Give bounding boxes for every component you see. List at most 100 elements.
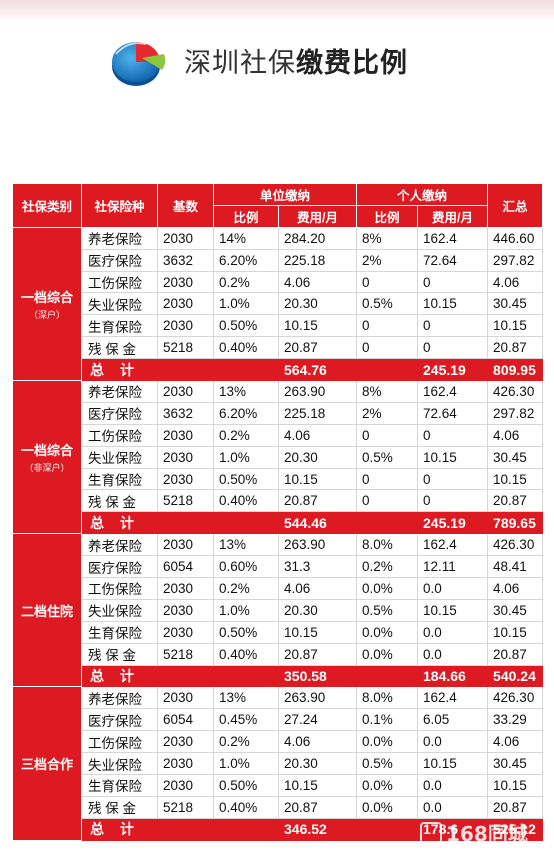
emp-fee-cell: 225.18: [277, 401, 358, 425]
insurance-kind-cell: 医疗保险: [81, 708, 158, 732]
table-row: 失业保险 2030 1.0% 20.30 0.5% 10.15 30.45: [13, 752, 544, 776]
total-empty-cell: [157, 664, 214, 688]
header-kind: 社保险种: [81, 183, 158, 228]
base-cell: 2030: [157, 445, 214, 469]
page-title-light: 深圳社保: [184, 47, 296, 79]
table-row: 生育保险 2030 0.50% 10.15 0 0 10.15: [13, 314, 544, 338]
sum-cell: 4.06: [487, 423, 544, 447]
total-empty-cell: [356, 358, 419, 382]
table-row: 残 保 金 5218 0.40% 20.87 0 0 20.87: [13, 489, 544, 513]
table-row: 失业保险 2030 1.0% 20.30 0.5% 10.15 30.45: [13, 598, 544, 622]
per-fee-cell: 10.15: [417, 752, 489, 776]
table-body: 一档综合 （深户） 养老保险 2030 14% 284.20 8% 162.4 446.60 医疗…: [12, 226, 544, 841]
table-row: 医疗保险 3632 6.20% 225.18 2% 72.64 297.82: [13, 401, 544, 425]
per-fee-cell: 0: [417, 489, 489, 513]
per-fee-cell: 72.64: [417, 248, 489, 272]
insurance-kind-cell: 生育保险: [81, 314, 158, 338]
per-fee-cell: 0.0: [417, 620, 489, 644]
category-name: 二档住院: [20, 603, 73, 619]
base-cell: 2030: [157, 577, 214, 600]
emp-ratio-cell: 0.2%: [213, 577, 279, 600]
total-sum-cell: 525.12: [487, 817, 544, 841]
emp-fee-cell: 4.06: [277, 730, 358, 754]
emp-ratio-cell: 0.2%: [213, 423, 279, 447]
total-sum-cell: 540.24: [487, 664, 544, 688]
per-ratio-cell: 0.5%: [356, 598, 419, 622]
per-fee-cell: 72.64: [417, 401, 489, 425]
emp-ratio-cell: 1.0%: [213, 292, 279, 316]
emp-fee-cell: 20.87: [277, 336, 358, 360]
base-cell: 2030: [157, 730, 214, 754]
emp-fee-cell: 263.90: [277, 686, 358, 710]
emp-ratio-cell: 0.45%: [213, 708, 279, 732]
category-cell: 三档合作: [12, 686, 82, 841]
sum-cell: 426.30: [487, 380, 544, 403]
per-ratio-cell: 0.1%: [356, 708, 419, 732]
per-fee-cell: 10.15: [417, 292, 489, 316]
insurance-kind-cell: 生育保险: [81, 620, 158, 644]
emp-ratio-cell: 0.40%: [213, 795, 279, 819]
base-cell: 2030: [157, 467, 214, 491]
total-row: 总 计 346.52 178.6 525.12: [13, 817, 544, 841]
total-label-cell: 总 计: [81, 664, 158, 688]
emp-ratio-cell: 13%: [213, 686, 279, 710]
insurance-kind-cell: 养老保险: [81, 533, 158, 557]
per-fee-cell: 12.11: [417, 555, 489, 579]
emp-ratio-cell: 6.20%: [213, 248, 279, 272]
total-personal-fee-cell: 184.66: [417, 664, 489, 688]
per-ratio-cell: 8%: [356, 226, 419, 250]
table-row: 工伤保险 2030 0.2% 4.06 0.0% 0.0 4.06: [13, 730, 544, 754]
base-cell: 2030: [157, 270, 214, 294]
total-row: 总 计 350.58 184.66 540.24: [13, 664, 544, 688]
emp-fee-cell: 263.90: [277, 533, 358, 557]
sum-cell: 4.06: [487, 270, 544, 294]
total-employer-fee-cell: 346.52: [277, 817, 358, 841]
per-fee-cell: 162.4: [417, 226, 489, 250]
total-sum-cell: 809.95: [487, 358, 544, 382]
emp-fee-cell: 20.87: [277, 642, 358, 666]
table-row: 医疗保险 6054 0.60% 31.3 0.2% 12.11 48.41: [13, 555, 544, 579]
emp-fee-cell: 284.20: [277, 226, 358, 250]
base-cell: 2030: [157, 620, 214, 644]
emp-ratio-cell: 0.2%: [213, 270, 279, 294]
insurance-kind-cell: 养老保险: [81, 686, 158, 710]
emp-ratio-cell: 0.40%: [213, 489, 279, 513]
table-row: 医疗保险 6054 0.45% 27.24 0.1% 6.05 33.29: [13, 708, 544, 732]
per-ratio-cell: 2%: [356, 248, 419, 272]
base-cell: 2030: [157, 226, 214, 250]
per-fee-cell: 0: [417, 336, 489, 360]
sum-cell: 48.41: [487, 555, 544, 579]
per-ratio-cell: 0.5%: [356, 292, 419, 316]
sum-cell: 30.45: [487, 445, 544, 469]
emp-ratio-cell: 14%: [213, 226, 279, 250]
total-employer-fee-cell: 544.46: [277, 511, 358, 535]
table-row: 工伤保险 2030 0.2% 4.06 0 0 4.06: [13, 423, 544, 447]
emp-fee-cell: 4.06: [277, 423, 358, 447]
top-banner-fade: [0, 0, 554, 22]
sum-cell: 20.87: [487, 489, 544, 513]
total-empty-cell: [157, 358, 214, 382]
insurance-kind-cell: 残 保 金: [81, 795, 158, 819]
per-ratio-cell: 0: [356, 489, 419, 513]
base-cell: 3632: [157, 401, 214, 425]
table-row: 三档合作 养老保险 2030 13% 263.90 8.0% 162.4 426.30: [12, 686, 544, 841]
per-fee-cell: 0.0: [417, 774, 489, 797]
table-row: 工伤保险 2030 0.2% 4.06 0.0% 0.0 4.06: [13, 577, 544, 600]
insurance-kind-cell: 工伤保险: [81, 730, 158, 754]
total-employer-fee-cell: 350.58: [277, 664, 358, 688]
emp-fee-cell: 10.15: [277, 467, 358, 491]
per-ratio-cell: 0.0%: [356, 620, 419, 644]
insurance-kind-cell: 生育保险: [81, 467, 158, 491]
sum-cell: 426.30: [487, 686, 544, 710]
total-label-cell: 总 计: [81, 511, 158, 535]
insurance-kind-cell: 失业保险: [81, 598, 158, 622]
emp-ratio-cell: 0.50%: [213, 467, 279, 491]
per-ratio-cell: 8%: [356, 380, 419, 403]
base-cell: 2030: [157, 686, 214, 710]
sum-cell: 20.87: [487, 642, 544, 666]
total-empty-cell: [213, 664, 279, 688]
pie-chart-logo-icon: [112, 42, 166, 86]
emp-ratio-cell: 1.0%: [213, 598, 279, 622]
insurance-kind-cell: 医疗保险: [81, 401, 158, 425]
insurance-kind-cell: 残 保 金: [81, 489, 158, 513]
